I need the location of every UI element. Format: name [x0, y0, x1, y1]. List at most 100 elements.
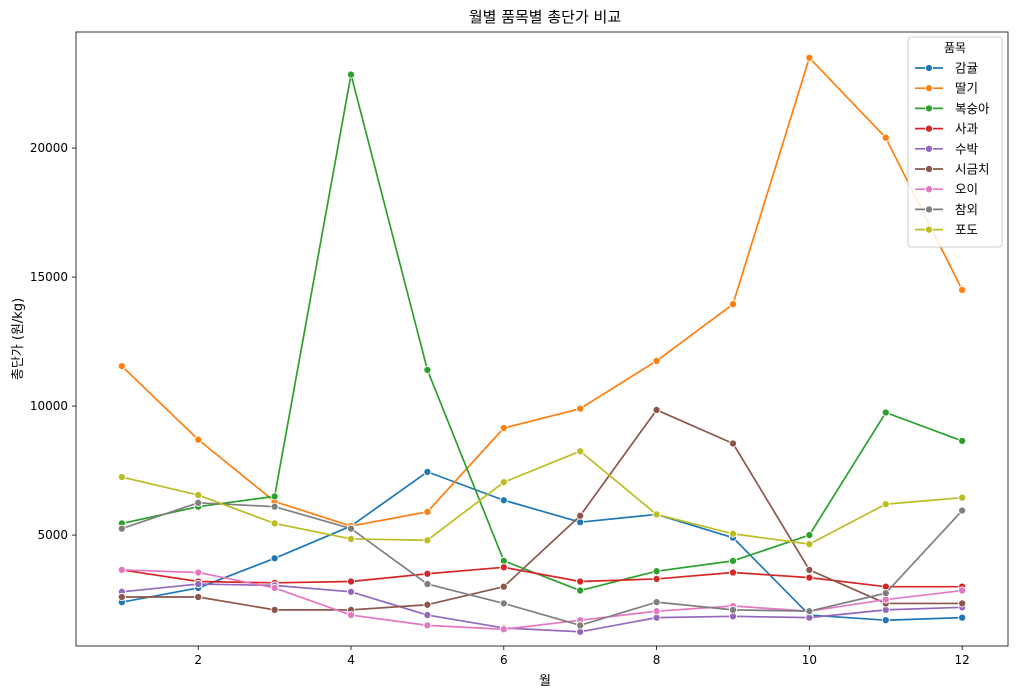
plot-area-frame [75, 31, 1009, 647]
legend-marker [924, 185, 934, 194]
series-4 [117, 580, 967, 636]
legend-item: 참외 [915, 202, 978, 217]
data-point [270, 519, 279, 528]
series-0 [117, 467, 967, 625]
data-point [958, 436, 967, 445]
data-point [346, 524, 356, 533]
data-point [958, 586, 967, 595]
legend-label: 오이 [955, 182, 978, 197]
data-point [958, 613, 967, 622]
data-point [117, 362, 126, 371]
legend-marker [924, 144, 934, 153]
series-8 [117, 447, 967, 549]
data-point [499, 496, 508, 505]
data-point [194, 580, 203, 589]
legend-label: 포도 [955, 222, 978, 237]
legend-item: 복숭아 [915, 101, 990, 116]
legend-item: 수박 [915, 141, 979, 156]
data-point [423, 600, 432, 609]
x-tick-label: 4 [347, 653, 355, 667]
data-point [194, 568, 203, 577]
series-6 [117, 565, 967, 634]
y-axis-label: 총단가 (원/kg) [11, 298, 26, 380]
legend-marker [924, 104, 934, 113]
data-point [194, 491, 203, 500]
legend-marker [924, 63, 934, 73]
data-point [423, 536, 432, 545]
axis-ticks: 2 4 6 8 10 12 5000 10000 15000 20000 [30, 141, 970, 667]
data-point [423, 507, 432, 516]
data-point [194, 498, 203, 507]
data-point [423, 365, 432, 375]
data-point [270, 605, 279, 614]
series-line [121, 73, 963, 592]
data-point [728, 439, 738, 448]
legend-marker [924, 225, 934, 234]
legend-label: 감귤 [955, 61, 978, 76]
data-point [270, 492, 279, 501]
data-point [652, 574, 661, 583]
data-point [652, 356, 661, 365]
legend-item: 포도 [915, 222, 978, 237]
legend-item: 시금치 [915, 162, 990, 177]
series-7 [117, 498, 967, 630]
data-point [881, 500, 890, 509]
y-tick-label: 15000 [30, 270, 68, 284]
data-point [728, 605, 738, 614]
legend-label: 시금치 [955, 162, 990, 177]
data-point [270, 554, 279, 563]
data-point [805, 607, 814, 616]
data-point [881, 616, 890, 625]
data-point [652, 510, 661, 519]
y-tick-label: 5000 [37, 528, 68, 542]
data-point [958, 493, 967, 502]
data-point [270, 502, 279, 511]
data-point [728, 300, 738, 309]
data-point [805, 531, 814, 540]
data-point [728, 568, 738, 577]
data-point [652, 567, 661, 576]
legend-item: 사과 [915, 121, 979, 136]
data-point [576, 511, 585, 520]
data-point [499, 599, 508, 608]
data-point [499, 582, 508, 591]
data-point [346, 577, 356, 586]
legend-label: 복숭아 [955, 101, 990, 116]
legend-marker [924, 84, 934, 93]
legend-title: 품목 [944, 41, 966, 55]
data-point [117, 565, 126, 574]
data-point [958, 599, 967, 608]
legend-item: 감귤 [915, 61, 978, 76]
data-point [652, 598, 661, 607]
x-tick-label: 12 [955, 653, 970, 667]
legend-label: 수박 [955, 141, 979, 156]
series-lines [117, 53, 967, 636]
data-point [346, 610, 356, 620]
data-point [576, 577, 585, 586]
series-line [121, 471, 963, 622]
data-point [576, 621, 585, 630]
data-point [576, 404, 585, 413]
data-point [805, 53, 814, 62]
series-2 [117, 70, 967, 595]
data-point [805, 573, 814, 582]
data-point [117, 524, 126, 533]
data-point [652, 405, 661, 414]
series-line [121, 501, 963, 627]
data-point [499, 423, 508, 433]
data-point [194, 435, 203, 444]
legend-label: 참외 [955, 202, 978, 217]
data-point [576, 586, 585, 595]
legend-marker [924, 205, 934, 214]
series-line [121, 569, 963, 631]
data-point [881, 589, 890, 598]
series-line [121, 566, 963, 588]
data-point [346, 534, 356, 543]
data-point [423, 610, 432, 620]
data-point [958, 506, 967, 515]
data-point [652, 607, 661, 616]
x-axis-label: 월 [539, 674, 551, 689]
data-point [728, 529, 738, 538]
data-point [423, 580, 432, 589]
